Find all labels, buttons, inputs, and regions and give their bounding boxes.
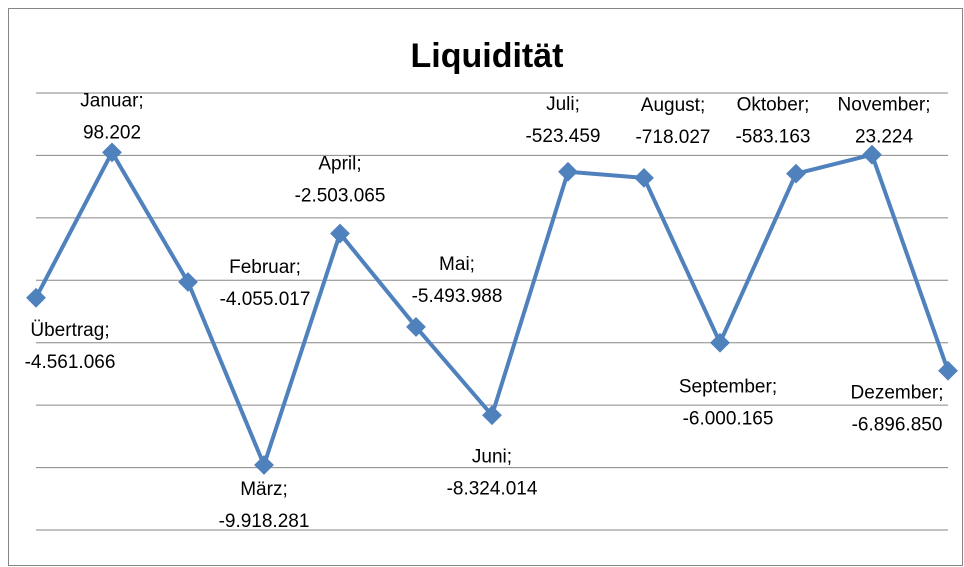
label-separator: ; (296, 257, 301, 278)
data-label-value: -6.896.850 (852, 415, 943, 436)
data-label-value: -4.055.017 (220, 289, 311, 310)
data-label-category: April; (318, 154, 361, 175)
label-separator: ; (104, 320, 109, 341)
category-name: August (641, 95, 701, 116)
category-name: März (240, 479, 282, 500)
data-label-category: Übertrag; (30, 320, 109, 341)
category-name: Oktober (737, 95, 805, 116)
marker (710, 332, 730, 353)
data-label-value: -2.503.065 (295, 186, 386, 207)
category-name: Übertrag (30, 320, 104, 341)
data-label-value: 98.202 (83, 122, 141, 143)
data-label-value: -523.459 (525, 126, 600, 147)
data-label-category: Februar; (229, 257, 301, 278)
data-label-category: Januar; (80, 90, 143, 111)
chart-title: Liquidität (411, 37, 564, 75)
data-label-value: -718.027 (635, 127, 710, 148)
data-label-category: Mai; (439, 254, 475, 275)
data-label-value: -583.163 (735, 127, 810, 148)
data-label-category: Juni; (472, 446, 512, 467)
marker (406, 317, 426, 337)
category-name: Januar (80, 90, 139, 111)
chart-border (8, 8, 963, 566)
category-name: Juni (472, 446, 507, 467)
data-label-value: -9.918.281 (219, 511, 310, 532)
label-separator: ; (470, 254, 475, 275)
data-label-value: -4.561.066 (25, 352, 116, 373)
marker (330, 223, 350, 244)
category-name: Juli (546, 94, 575, 115)
data-label-value: -8.324.014 (447, 478, 538, 499)
label-separator: ; (356, 154, 361, 175)
data-label-value: -5.493.988 (412, 286, 503, 307)
data-label-category: August; (641, 95, 705, 116)
data-label-category: Dezember; (851, 383, 944, 404)
label-separator: ; (575, 94, 580, 115)
marker (26, 287, 46, 308)
data-label-category: Juli; (546, 94, 580, 115)
label-separator: ; (700, 95, 705, 116)
data-label-category: Oktober; (737, 95, 810, 116)
category-name: April (318, 154, 356, 175)
label-separator: ; (804, 95, 809, 116)
category-name: Februar (229, 257, 296, 278)
label-separator: ; (938, 383, 943, 404)
label-separator: ; (138, 90, 143, 111)
label-separator: ; (772, 377, 777, 398)
marker (254, 455, 274, 475)
category-name: November (838, 95, 926, 116)
marker (178, 272, 198, 292)
category-name: September (679, 377, 773, 398)
category-name: Mai (439, 254, 470, 275)
label-separator: ; (282, 479, 287, 500)
marker (482, 405, 502, 426)
data-label-category: November; (838, 95, 931, 116)
data-label-value: 23.224 (855, 127, 914, 148)
data-label-value: -6.000.165 (683, 409, 774, 430)
label-separator: ; (507, 446, 512, 467)
data-label-category: September; (679, 377, 777, 398)
label-separator: ; (925, 95, 930, 116)
marker (102, 142, 122, 163)
marker (938, 360, 958, 381)
category-name: Dezember (851, 383, 939, 404)
data-label-category: März; (240, 479, 288, 500)
